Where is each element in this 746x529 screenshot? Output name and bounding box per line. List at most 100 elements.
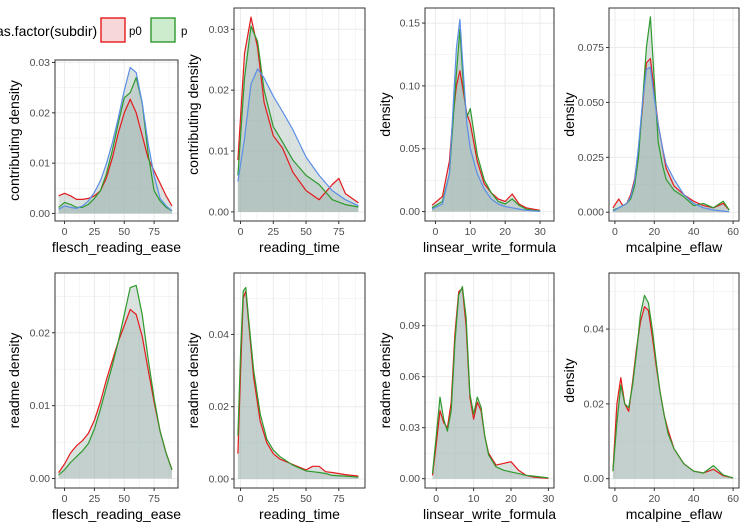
density-areas [237,286,359,479]
x-axis-title: reading_time [259,506,340,522]
legend: as.factor(subdir) p0 p [0,17,187,43]
panel-border [608,7,740,222]
panel-3: 0 10 20 30 0.00 0.05 0.10 0.15 linsear_write_for… [377,7,556,255]
density-fill-p0 [612,58,730,213]
y-axis-title: contributing density [185,54,201,175]
density-line-p0 [237,290,359,477]
panel-border [54,272,179,489]
y-tick-label: 0.03 [400,422,421,434]
panel-1: 0 25 50 75 0.00 0.01 0.02 0.03 flesch_reading_ea… [6,57,181,255]
density-areas [612,16,730,213]
x-tick-label: 40 [688,226,700,238]
density-fill-p0 [432,288,549,479]
y-tick-label: 0.05 [400,143,421,155]
y-tick-label: 0.10 [400,80,421,92]
density-line-p1 [237,25,359,208]
y-tick-label: 0.02 [30,107,51,119]
y-axis-title: density [561,92,577,136]
x-tick-label: 75 [148,226,160,238]
y-axis-title: density [377,92,393,136]
gridlines [425,273,554,488]
x-tick-label: 0 [433,493,439,505]
y-tick-label: 0.01 [30,400,51,412]
y-tick-label: 0.050 [578,97,604,109]
density-line-p2 [237,68,359,207]
density-areas [58,284,173,479]
density-line-p0 [431,287,549,479]
y-axis-title: readme density [377,333,393,429]
y-tick-label: 0.09 [400,320,421,332]
x-axis-title: mcalpine_eflaw [626,239,723,255]
legend-title: as.factor(subdir) [0,23,97,39]
density-fill-p1 [612,16,730,213]
x-axis-title: reading_time [259,239,340,255]
panel-border [608,272,740,489]
density-line-p2 [58,66,173,212]
x-tick-label: 0 [238,226,244,238]
panel-border [424,7,555,222]
x-tick-label: 30 [543,493,555,505]
density-fill-p1 [612,295,734,479]
density-line-p1 [237,286,359,478]
density-line-p0 [58,308,173,474]
density-fill-p1 [237,26,359,212]
y-tick-label: 0.000 [578,207,604,219]
x-tick-label: 0 [612,493,618,505]
x-axis-title: mcalpine_eflaw [626,506,723,522]
density-areas [431,286,549,479]
x-tick-label: 40 [688,493,700,505]
density-fill-p0 [432,70,541,212]
x-tick-label: 50 [118,493,130,505]
x-tick-label: 25 [89,493,101,505]
density-fill-p0 [58,99,172,214]
y-tick-label: 0.01 [30,158,51,170]
density-fill-p2 [58,67,172,214]
panel-7: 0 10 20 30 0.00 0.03 0.06 0.09 linsear_write_for… [377,272,556,522]
y-axis-title: readme density [185,333,201,429]
y-axis-title: readme density [6,333,22,429]
y-axis-title: contributing density [6,80,22,201]
density-line-p0 [237,16,359,204]
x-tick-label: 10 [468,493,480,505]
panels: 0 25 50 75 0.00 0.01 0.02 0.03 flesch_reading_ea… [6,7,740,522]
x-tick-label: 25 [89,226,101,238]
x-tick-label: 0 [62,226,68,238]
x-axis-title: flesch_reading_ease [52,506,181,522]
density-fill-p2 [432,19,541,212]
y-tick-label: 0.03 [209,24,230,36]
y-tick-label: 0.00 [209,206,230,218]
gridlines [609,8,739,221]
x-axis-title: linsear_write_formula [423,239,556,255]
y-tick-label: 0.02 [209,401,230,413]
legend-key-p0 [100,17,126,43]
density-areas [612,294,734,479]
panel-border [233,7,366,222]
density-line-p2 [612,66,730,213]
density-line-p1 [612,294,734,479]
y-axis-title: density [561,358,577,402]
panel-5: 0 25 50 75 0.00 0.01 0.02 flesch_reading_ease re… [6,272,181,522]
x-axis-title: linsear_write_formula [423,506,556,522]
density-areas [237,16,359,212]
gridlines [425,8,554,221]
x-tick-label: 0 [433,226,439,238]
panel-6: 0 25 50 75 0.00 0.02 0.04 reading_time readme de… [185,272,366,522]
x-tick-label: 75 [333,226,345,238]
panel-background [234,273,365,488]
legend-label-p: p [181,26,187,38]
x-tick-label: 75 [333,493,345,505]
panel-border [424,272,555,489]
y-tick-label: 0.04 [209,329,230,341]
panel-border [54,59,179,222]
panel-background [234,8,365,221]
density-fill-p0 [612,306,734,479]
x-tick-label: 75 [148,493,160,505]
panel-background [55,273,178,488]
x-tick-label: 25 [267,493,279,505]
y-tick-label: 0.00 [584,473,605,485]
y-tick-label: 0.075 [578,42,604,54]
y-tick-label: 0.00 [209,473,230,485]
x-tick-label: 20 [648,493,660,505]
x-tick-label: 20 [648,226,660,238]
